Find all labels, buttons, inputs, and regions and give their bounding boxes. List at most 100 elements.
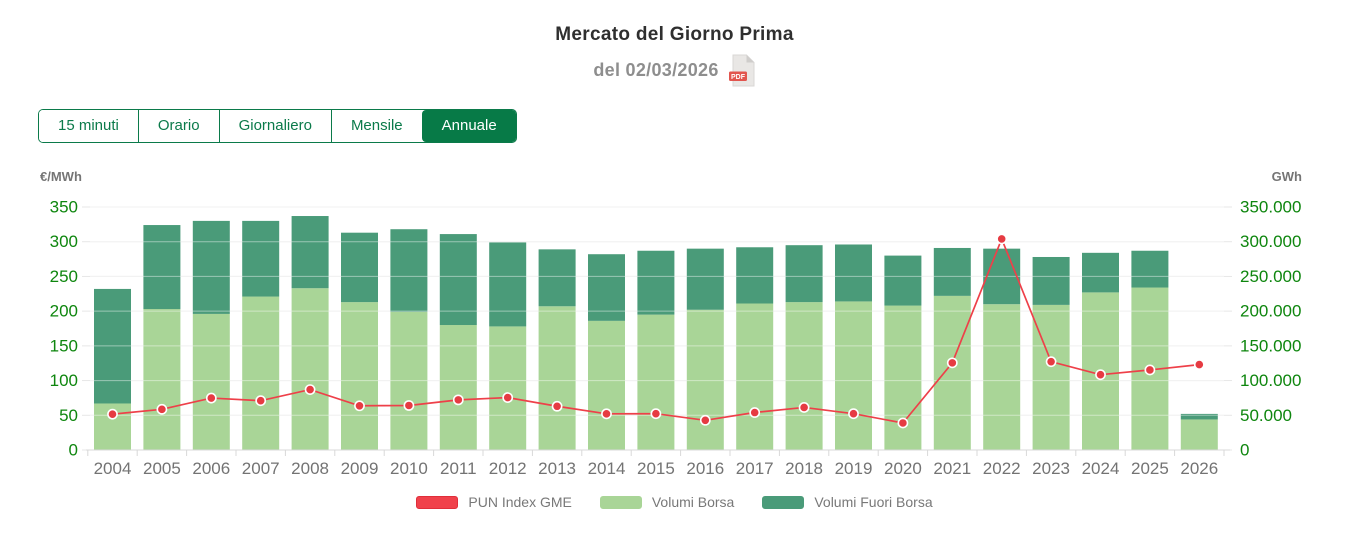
bar-2026-volumi-fuori-borsa[interactable] — [1180, 413, 1218, 420]
bar-2022-volumi-fuori-borsa[interactable] — [983, 248, 1021, 305]
pun-point-2012[interactable] — [502, 392, 514, 403]
bar-2020-volumi-fuori-borsa[interactable] — [884, 255, 922, 306]
legend-swatch-volumi-fuori-borsa — [762, 495, 805, 509]
x-axis-label-2016: 2016 — [686, 459, 724, 478]
bar-2017-volumi-fuori-borsa[interactable] — [736, 247, 774, 304]
bar-2011-volumi-fuori-borsa[interactable] — [439, 234, 477, 326]
bar-2007-volumi-borsa[interactable] — [242, 296, 280, 450]
legend-item-volumi-borsa[interactable]: Volumi Borsa — [599, 494, 734, 510]
x-axis-label-2015: 2015 — [637, 459, 675, 478]
pun-point-2019[interactable] — [848, 408, 859, 420]
legend-item-volumi-fuori-borsa[interactable]: Volumi Fuori Borsa — [762, 494, 933, 510]
bar-2023-volumi-borsa[interactable] — [1032, 304, 1070, 450]
pun-point-2017[interactable] — [749, 407, 761, 418]
bar-2021-volumi-borsa[interactable] — [933, 295, 971, 450]
pun-point-2016[interactable] — [699, 414, 711, 426]
pun-point-2004[interactable] — [107, 408, 118, 420]
tab-15-minuti[interactable]: 15 minuti — [39, 110, 138, 142]
right-axis-tick-label: 100.000 — [1240, 371, 1301, 390]
bar-2021-volumi-fuori-borsa[interactable] — [933, 247, 971, 296]
bar-2015-volumi-fuori-borsa[interactable] — [637, 250, 675, 315]
bar-2007-volumi-fuori-borsa[interactable] — [242, 220, 280, 297]
pun-point-2015[interactable] — [650, 408, 662, 420]
pun-point-2014[interactable] — [601, 408, 612, 420]
bar-2012-volumi-fuori-borsa[interactable] — [489, 242, 527, 327]
left-axis-tick-label: 0 — [69, 440, 78, 459]
left-axis-tick-label: 150 — [50, 336, 78, 355]
x-axis-label-2018: 2018 — [785, 459, 823, 478]
bar-2008-volumi-fuori-borsa[interactable] — [291, 216, 329, 289]
pun-point-2018[interactable] — [798, 402, 810, 413]
bar-2022-volumi-borsa[interactable] — [983, 304, 1021, 450]
pun-point-2022[interactable] — [996, 233, 1008, 245]
tab-orario[interactable]: Orario — [137, 110, 219, 142]
bar-2017-volumi-borsa[interactable] — [736, 303, 774, 450]
x-axis-label-2017: 2017 — [736, 459, 774, 478]
bar-2026-volumi-borsa[interactable] — [1180, 419, 1218, 450]
bar-2025-volumi-fuori-borsa[interactable] — [1131, 250, 1169, 288]
legend-label-volumi-fuori-borsa: Volumi Fuori Borsa — [814, 494, 933, 510]
x-axis-label-2008: 2008 — [291, 459, 329, 478]
bar-2016-volumi-borsa[interactable] — [686, 309, 724, 450]
pun-point-2021[interactable] — [946, 357, 958, 369]
x-axis-label-2009: 2009 — [341, 459, 379, 478]
bar-2010-volumi-borsa[interactable] — [390, 311, 428, 450]
pun-point-2013[interactable] — [551, 400, 563, 412]
pun-point-2011[interactable] — [452, 394, 464, 406]
pun-point-2007[interactable] — [255, 395, 267, 407]
x-axis-label-2014: 2014 — [588, 459, 626, 478]
x-axis-label-2012: 2012 — [489, 459, 527, 478]
pun-point-2009[interactable] — [354, 400, 365, 412]
x-axis-label-2005: 2005 — [143, 459, 181, 478]
right-axis-tick-label: 50.000 — [1240, 406, 1292, 425]
tab-annuale[interactable]: Annuale — [421, 110, 516, 142]
bar-2011-volumi-borsa[interactable] — [439, 325, 477, 450]
bar-2014-volumi-borsa[interactable] — [588, 320, 625, 450]
bar-2008-volumi-borsa[interactable] — [291, 288, 329, 450]
bar-2019-volumi-fuori-borsa[interactable] — [835, 244, 872, 302]
bar-2012-volumi-borsa[interactable] — [489, 326, 527, 450]
right-axis-tick-label: 350.000 — [1240, 197, 1301, 216]
bar-2014-volumi-fuori-borsa[interactable] — [588, 254, 625, 321]
tab-mensile[interactable]: Mensile — [330, 110, 422, 142]
x-axis-label-2006: 2006 — [192, 459, 230, 478]
x-axis-label-2020: 2020 — [884, 459, 922, 478]
pdf-download-icon[interactable]: PDF — [728, 54, 756, 87]
left-axis-tick-label: 50 — [59, 406, 78, 425]
bar-2013-volumi-borsa[interactable] — [538, 306, 576, 450]
bar-2005-volumi-borsa[interactable] — [143, 309, 181, 450]
bar-2006-volumi-fuori-borsa[interactable] — [192, 220, 230, 314]
page-title: Mercato del Giorno Prima — [555, 24, 794, 45]
tab-giornaliero[interactable]: Giornaliero — [218, 110, 331, 142]
bar-2018-volumi-fuori-borsa[interactable] — [785, 245, 823, 303]
bar-2024-volumi-fuori-borsa[interactable] — [1082, 252, 1119, 293]
bar-2016-volumi-fuori-borsa[interactable] — [686, 248, 724, 310]
pun-point-2010[interactable] — [403, 400, 415, 411]
bar-2005-volumi-fuori-borsa[interactable] — [143, 225, 181, 310]
bar-2013-volumi-fuori-borsa[interactable] — [538, 249, 576, 307]
bar-2006-volumi-borsa[interactable] — [192, 313, 230, 450]
pun-point-2025[interactable] — [1144, 364, 1156, 376]
legend-item-pun[interactable]: PUN Index GME — [416, 494, 572, 510]
bar-2009-volumi-borsa[interactable] — [341, 302, 378, 450]
bar-2015-volumi-borsa[interactable] — [637, 314, 675, 450]
pun-point-2026[interactable] — [1193, 359, 1205, 371]
bar-2018-volumi-borsa[interactable] — [785, 302, 823, 450]
x-axis-label-2024: 2024 — [1082, 459, 1120, 478]
bar-2019-volumi-borsa[interactable] — [835, 301, 872, 450]
pun-point-2020[interactable] — [897, 417, 909, 429]
pun-point-2005[interactable] — [156, 403, 168, 415]
pun-point-2006[interactable] — [205, 392, 217, 404]
pun-point-2008[interactable] — [304, 384, 316, 395]
bar-2023-volumi-fuori-borsa[interactable] — [1032, 256, 1070, 305]
x-axis-label-2025: 2025 — [1131, 459, 1169, 478]
bar-2010-volumi-fuori-borsa[interactable] — [390, 229, 428, 312]
page-subtitle: del 02/03/2026 — [593, 60, 719, 80]
pun-point-2023[interactable] — [1045, 356, 1057, 368]
bar-2009-volumi-fuori-borsa[interactable] — [341, 232, 378, 303]
pun-point-2024[interactable] — [1095, 369, 1106, 381]
right-axis-unit: GWh — [1272, 169, 1302, 184]
bar-2004-volumi-fuori-borsa[interactable] — [94, 288, 131, 404]
pdf-badge-label: PDF — [731, 74, 746, 81]
